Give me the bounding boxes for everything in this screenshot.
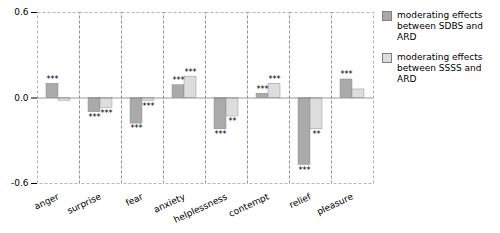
svg-text:0.6: 0.6	[14, 7, 29, 17]
svg-text:***: ***	[185, 68, 197, 77]
svg-text:**: **	[313, 130, 321, 139]
svg-text:anxiety: anxiety	[152, 191, 187, 215]
svg-text:pleasure: pleasure	[315, 191, 355, 217]
svg-text:0.0: 0.0	[14, 93, 29, 103]
svg-text:***: ***	[101, 109, 113, 118]
svg-text:-0.6: -0.6	[11, 178, 29, 188]
html-text:moderating effects between SSS: moderating effects between SSSS and ARD	[397, 52, 483, 84]
svg-text:helplessness: helplessness	[172, 191, 229, 224]
svg-text:contempt: contempt	[227, 191, 271, 219]
svg-text:fear: fear	[124, 191, 145, 208]
svg-text:***: ***	[215, 130, 227, 139]
svg-text:***: ***	[299, 166, 311, 175]
svg-text:surprise: surprise	[65, 191, 102, 216]
svg-text:**: **	[229, 117, 237, 126]
svg-text:***: ***	[269, 75, 281, 84]
svg-text:anger: anger	[33, 191, 61, 211]
html-text:moderating effects between SDB: moderating effects between SDBS and ARD	[397, 10, 483, 42]
svg-text:relief: relief	[288, 191, 314, 210]
svg-text:***: ***	[47, 75, 59, 84]
svg-text:***: ***	[143, 102, 155, 111]
svg-text:***: ***	[341, 70, 353, 79]
svg-text:***: ***	[89, 113, 101, 122]
svg-text:***: ***	[173, 76, 185, 85]
svg-text:***: ***	[131, 124, 143, 133]
svg-text:***: ***	[257, 85, 269, 94]
